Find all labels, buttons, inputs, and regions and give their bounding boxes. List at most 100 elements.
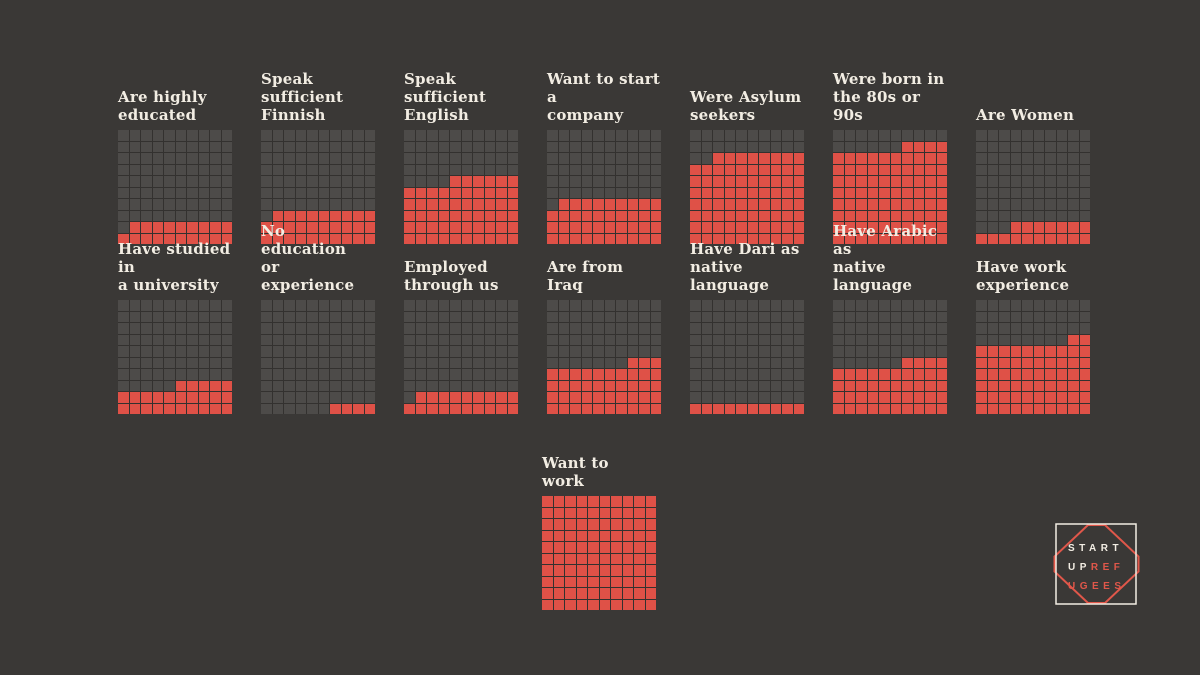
waffle-cell-empty [353, 153, 364, 164]
waffle-cell-filled [187, 380, 198, 391]
waffle-cell-empty [318, 199, 329, 210]
waffle-cell-filled [473, 187, 484, 198]
waffle-cell-empty [307, 153, 318, 164]
waffle-cell-filled [496, 210, 507, 221]
waffle-cell-filled [1079, 380, 1090, 391]
waffle-cell-empty [1068, 164, 1079, 175]
waffle-cell-empty [210, 346, 221, 357]
waffle-cell-filled [616, 380, 627, 391]
waffle-cell-empty [353, 130, 364, 141]
waffle-cell-filled [164, 222, 175, 233]
waffle-cell-empty [438, 153, 449, 164]
waffle-cell-empty [318, 141, 329, 152]
waffle-cell-filled [284, 222, 295, 233]
waffle-cell-empty [547, 176, 558, 187]
waffle-cell-empty [701, 141, 712, 152]
waffle-cell-empty [701, 392, 712, 403]
waffle-cell-empty [507, 153, 518, 164]
waffle-cell-empty [844, 300, 855, 311]
waffle-cell-filled [856, 164, 867, 175]
waffle-cell-filled [295, 233, 306, 244]
waffle-cell-empty [999, 153, 1010, 164]
waffle-cell-empty [593, 300, 604, 311]
waffle-cell-filled [450, 392, 461, 403]
waffle-cell-filled [747, 233, 758, 244]
waffle-cell-empty [438, 357, 449, 368]
waffle-cell-filled [210, 233, 221, 244]
waffle-cell-filled [622, 576, 633, 587]
waffle-cell-empty [415, 300, 426, 311]
waffle-grid [833, 300, 947, 414]
waffle-cell-empty [867, 346, 878, 357]
waffle-cell-empty [507, 141, 518, 152]
waffle-cell-empty [415, 357, 426, 368]
waffle-cell-empty [1022, 334, 1033, 345]
waffle-cell-empty [1079, 164, 1090, 175]
waffle-cell-empty [415, 153, 426, 164]
waffle-cell-empty [129, 334, 140, 345]
waffle-cell-filled [713, 153, 724, 164]
waffle-cell-filled [690, 176, 701, 187]
waffle-cell-filled [701, 164, 712, 175]
waffle-cell-filled [1056, 369, 1067, 380]
waffle-cell-empty [713, 130, 724, 141]
waffle-cell-empty [902, 311, 913, 322]
waffle-cell-empty [604, 346, 615, 357]
waffle-cell-filled [925, 210, 936, 221]
waffle-cell-filled [221, 392, 232, 403]
waffle-cell-empty [496, 369, 507, 380]
waffle-cell-empty [913, 130, 924, 141]
waffle-cell-filled [611, 507, 622, 518]
waffle-cell-empty [129, 187, 140, 198]
waffle-cell-empty [473, 300, 484, 311]
waffle-cell-empty [507, 346, 518, 357]
waffle-chart: Have work experience [976, 258, 1090, 414]
waffle-cell-empty [616, 323, 627, 334]
waffle-cell-empty [867, 357, 878, 368]
waffle-cell-filled [724, 222, 735, 233]
waffle-cell-empty [210, 369, 221, 380]
waffle-cell-filled [622, 519, 633, 530]
waffle-cell-empty [427, 380, 438, 391]
waffle-cell-filled [782, 403, 793, 414]
waffle-cell-empty [713, 300, 724, 311]
waffle-cell-filled [747, 222, 758, 233]
waffle-cell-filled [936, 392, 947, 403]
waffle-cell-filled [221, 233, 232, 244]
waffle-cell-filled [450, 210, 461, 221]
waffle-cell-empty [604, 323, 615, 334]
waffle-cell-filled [987, 233, 998, 244]
chart-title-area: Have Dari as native language [690, 240, 804, 294]
waffle-cell-filled [782, 153, 793, 164]
waffle-cell-empty [307, 187, 318, 198]
waffle-cell-empty [272, 176, 283, 187]
waffle-cell-empty [261, 392, 272, 403]
waffle-cell-empty [152, 153, 163, 164]
waffle-cell-filled [611, 588, 622, 599]
waffle-cell-empty [701, 130, 712, 141]
waffle-cell-filled [650, 392, 661, 403]
waffle-cell-empty [713, 141, 724, 152]
waffle-cell-empty [284, 369, 295, 380]
waffle-cell-empty [187, 300, 198, 311]
waffle-cell-empty [1010, 199, 1021, 210]
waffle-cell-filled [634, 496, 645, 507]
waffle-cell-filled [890, 187, 901, 198]
waffle-cell-filled [553, 530, 564, 541]
waffle-cell-empty [187, 141, 198, 152]
waffle-chart: Have Dari as native language [690, 240, 804, 414]
waffle-cell-filled [507, 403, 518, 414]
waffle-cell-empty [141, 380, 152, 391]
waffle-cell-filled [570, 233, 581, 244]
waffle-cell-empty [284, 380, 295, 391]
waffle-cell-empty [187, 153, 198, 164]
waffle-cell-filled [272, 222, 283, 233]
waffle-cell-empty [1056, 187, 1067, 198]
waffle-cell-empty [701, 323, 712, 334]
waffle-cell-empty [364, 153, 375, 164]
waffle-cell-filled [404, 187, 415, 198]
waffle-cell-filled [129, 222, 140, 233]
waffle-cell-empty [175, 153, 186, 164]
waffle-cell-empty [175, 199, 186, 210]
waffle-cell-empty [616, 130, 627, 141]
